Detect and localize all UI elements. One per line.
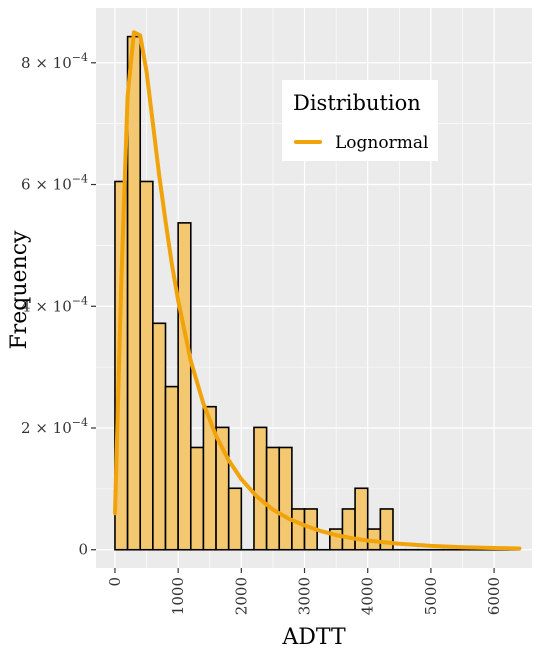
- x-tick-label: 0: [106, 577, 124, 587]
- histogram-bar: [265, 446, 281, 551]
- x-tick-label: 1000: [169, 577, 187, 615]
- histogram-bar: [227, 487, 243, 551]
- x-axis: 0 1000 2000 3000 4000 5000 6000: [106, 568, 503, 615]
- y-tick-label: 6 × 10−4: [21, 173, 88, 194]
- legend: Distribution Lognormal: [282, 80, 438, 161]
- x-tick-label: 6000: [485, 577, 503, 615]
- histogram-bar: [253, 426, 268, 551]
- legend-box: [282, 80, 438, 161]
- y-tick-label: 0: [78, 541, 88, 559]
- histogram-bar: [278, 446, 293, 551]
- y-axis: 0 2 × 10−4 4 × 10−4 6 × 10−4 8 × 10−4: [21, 51, 96, 559]
- histogram-bar: [139, 180, 154, 551]
- x-tick-label: 3000: [296, 577, 314, 615]
- histogram-bar: [152, 322, 167, 551]
- histogram-bar: [164, 385, 179, 551]
- histogram-bar: [354, 487, 369, 551]
- y-tick-label: 8 × 10−4: [21, 51, 88, 72]
- legend-title: Distribution: [293, 91, 421, 115]
- histogram-bar: [126, 35, 142, 551]
- histogram-bar: [341, 508, 356, 551]
- y-tick-label: 4 × 10−4: [21, 294, 88, 315]
- y-axis-title: Frequency: [7, 230, 32, 350]
- x-tick-label: 5000: [422, 577, 440, 615]
- histogram-bar: [379, 508, 394, 551]
- legend-label-lognormal: Lognormal: [335, 133, 428, 153]
- histogram-bar: [189, 446, 205, 551]
- x-tick-label: 4000: [359, 577, 377, 615]
- y-tick-label: 2 × 10−4: [21, 416, 88, 437]
- x-tick-label: 2000: [232, 577, 250, 615]
- x-axis-title: ADTT: [281, 625, 346, 650]
- histogram-bar: [177, 222, 192, 551]
- lognormal-curve: [113, 30, 522, 551]
- histogram-bar: [291, 508, 306, 551]
